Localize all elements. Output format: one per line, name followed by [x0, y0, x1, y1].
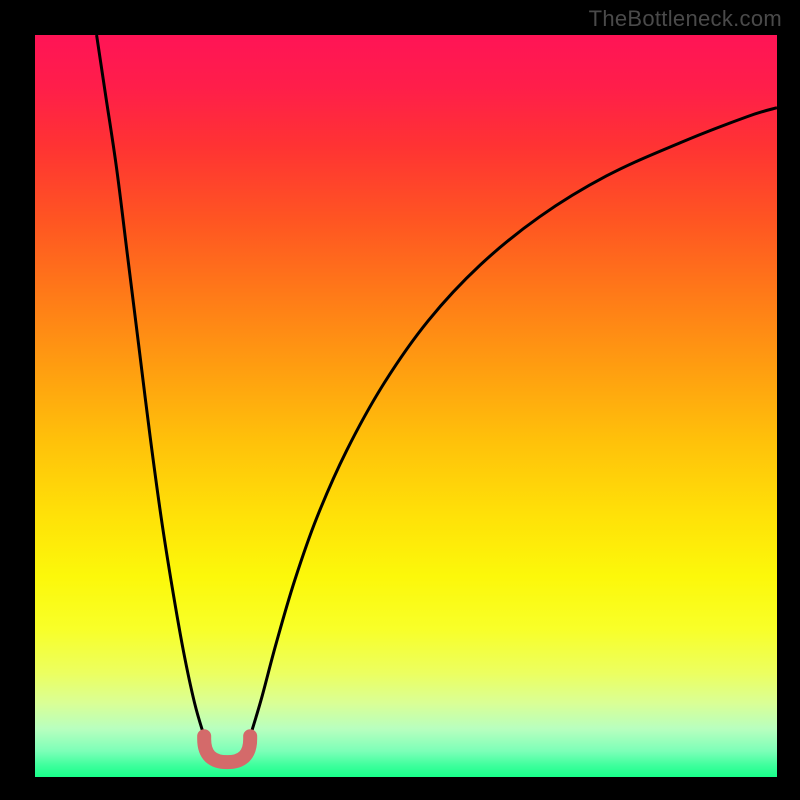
curve-left-branch — [97, 35, 205, 736]
bottleneck-plot — [35, 35, 777, 777]
bottleneck-curve — [35, 35, 777, 777]
watermark-text: TheBottleneck.com — [589, 6, 782, 32]
curve-right-branch — [250, 108, 777, 736]
optimal-marker — [204, 736, 250, 762]
